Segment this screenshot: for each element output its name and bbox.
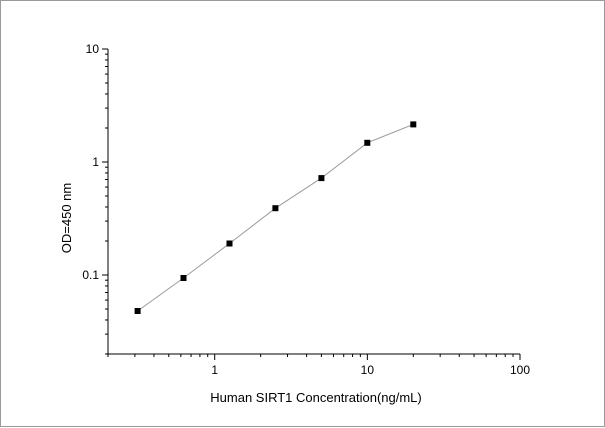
data-point <box>180 275 187 281</box>
x-axis-title: Human SIRT1 Concentration(ng/mL) <box>210 390 421 405</box>
ticks <box>102 48 521 360</box>
series-line <box>137 123 414 312</box>
y-axis-title: OD=450 nm <box>59 183 74 253</box>
tick-labels: 1 10 100 0.1 1 10 <box>82 42 530 377</box>
y-tick-label: 10 <box>86 42 100 56</box>
x-tick-label: 100 <box>510 363 530 377</box>
y-tick-label: 0.1 <box>82 268 99 282</box>
data-point <box>272 205 279 212</box>
data-points <box>134 121 417 314</box>
data-point <box>134 308 141 314</box>
data-point <box>410 121 417 128</box>
data-point <box>364 139 371 146</box>
data-point <box>226 240 233 247</box>
y-tick-label: 1 <box>92 155 99 169</box>
axes <box>107 49 520 355</box>
x-tick-label: 1 <box>211 363 218 377</box>
data-point <box>318 175 325 182</box>
x-tick-label: 10 <box>361 363 375 377</box>
